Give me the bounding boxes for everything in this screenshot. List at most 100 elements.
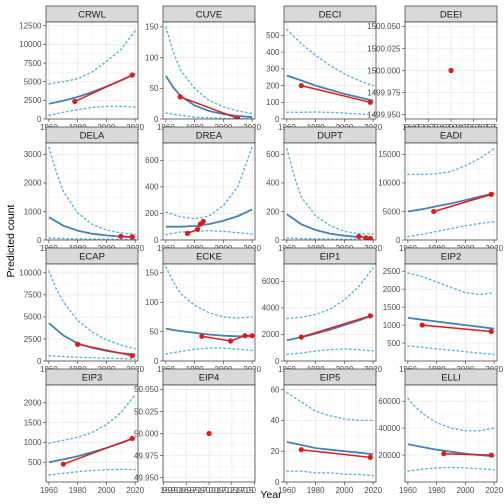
panel-border <box>404 384 498 483</box>
observed-line <box>180 96 239 119</box>
y-tick-label: 49.950 <box>134 473 159 482</box>
fitted-trend-line <box>165 208 253 228</box>
panel-border <box>283 384 377 483</box>
panel-border <box>162 142 256 241</box>
facet-strip-label: DECI <box>319 10 342 21</box>
observed-line <box>77 343 133 357</box>
x-tick-label: 2020 <box>126 486 144 495</box>
y-tick-label: 60000 <box>378 397 401 406</box>
y-tick-label: 0 <box>37 115 42 124</box>
x-tick-label: 2000 <box>456 486 474 495</box>
x-tick-label: 1980 <box>307 486 325 495</box>
fitted-trend-line <box>407 192 495 213</box>
observed-line <box>301 315 371 338</box>
observed-point <box>367 99 373 105</box>
y-tick-label: 100 <box>145 53 159 62</box>
y-tick-label: 40 <box>271 416 280 425</box>
plot-area <box>165 146 253 236</box>
y-tick-label: 10000 <box>19 40 42 49</box>
lower-interval-line <box>165 347 253 355</box>
observed-point <box>448 67 454 74</box>
y-tick-label: 0 <box>37 357 42 366</box>
panel-border <box>45 263 139 362</box>
panel-border <box>283 142 377 241</box>
observed-point <box>441 451 447 457</box>
plot-area <box>286 267 374 356</box>
y-tick-label: 1500 <box>383 303 401 312</box>
observed-point <box>367 313 373 319</box>
lower-interval-line <box>286 111 374 116</box>
observed-point <box>363 235 369 240</box>
observed-line <box>433 193 492 213</box>
y-tick-label: 600 <box>145 156 159 165</box>
facet-eip3: EIP3 500 1000 1500 2000 1960 1980 2000 2020 <box>24 368 145 495</box>
plot-area <box>448 67 454 74</box>
y-tick-label: 20000 <box>378 451 401 460</box>
y-tick-label: 49.975 <box>134 451 159 460</box>
observed-point <box>60 461 66 467</box>
plot-area <box>48 30 136 116</box>
plot-area <box>48 146 136 240</box>
observed-point <box>199 333 205 339</box>
facet-cuve: CUVE0501001501960198020002020 <box>145 5 262 132</box>
observed-point <box>129 234 135 240</box>
facet-strip-label: ECAP <box>79 252 105 263</box>
facet-eip5: EIP5 0 20 40 60 1960 1980 2000 2020 <box>271 368 383 495</box>
observed-line <box>301 84 371 104</box>
y-tick-label: 0 <box>275 357 280 366</box>
y-tick-label: 400 <box>266 179 280 188</box>
upper-interval-line <box>286 148 374 235</box>
observed-point <box>235 115 241 119</box>
y-tick-label: 200 <box>266 81 280 90</box>
facet-strip-label: ECKE <box>196 252 222 263</box>
x-tick-label: 2020 <box>364 486 382 495</box>
y-tick-label: 7500 <box>24 291 42 300</box>
y-axis-title: Predicted count <box>5 204 17 277</box>
observed-point <box>431 208 437 215</box>
observed-point <box>227 338 234 344</box>
observed-point <box>129 72 135 78</box>
y-tick-label: 0 <box>154 236 159 245</box>
observed-point <box>72 98 78 105</box>
y-tick-label: 100 <box>266 98 280 107</box>
facet-dela: DELA01000200030001960198020002020 <box>24 126 145 253</box>
y-tick-label: 1500.000 <box>367 66 401 75</box>
y-tick-label: 3000 <box>24 150 42 159</box>
lower-interval-line <box>48 468 136 476</box>
lower-interval-line <box>286 348 374 356</box>
observed-line <box>301 448 371 459</box>
plot-area <box>286 392 374 477</box>
x-tick-label: 2000 <box>335 486 353 495</box>
observed-line <box>74 74 133 103</box>
lower-interval-line <box>48 355 136 360</box>
y-tick-label: 0 <box>275 478 280 487</box>
y-tick-label: 400 <box>266 48 280 57</box>
observed-point <box>488 191 494 197</box>
fitted-trend-line <box>165 75 253 119</box>
facet-dupt: DUPT02004006001960198020002020 <box>266 126 383 253</box>
facet-deci: DECI01002003004005001960198020002020 <box>266 5 383 132</box>
observed-point <box>118 233 124 239</box>
observed-point <box>242 333 248 339</box>
y-tick-label: 100 <box>145 298 159 307</box>
upper-interval-line <box>48 146 136 235</box>
lower-interval-line <box>407 221 495 238</box>
x-tick-label: 1960 <box>399 486 417 495</box>
plot-area <box>48 270 136 360</box>
lower-interval-line <box>407 345 495 356</box>
observed-point <box>367 235 373 240</box>
x-axis-title: Year <box>260 489 282 501</box>
observed-point <box>488 452 494 458</box>
panel-border <box>162 263 256 362</box>
upper-interval-line <box>286 392 374 422</box>
panel-border <box>404 263 498 362</box>
y-tick-label: 1499.950 <box>367 110 401 119</box>
y-tick-label: 500 <box>266 31 280 40</box>
facet-eip2: EIP250010001500200025001960198020002020 <box>383 247 504 374</box>
y-tick-label: 0 <box>154 115 159 124</box>
observed-point <box>298 82 304 89</box>
y-tick-label: 150 <box>145 23 159 32</box>
y-tick-label: 2000 <box>262 330 280 339</box>
facet-deei: DEEI 1499.950 1499.975 1500.000 1500.025 1500… <box>367 5 499 132</box>
y-tick-label: 5000 <box>24 77 42 86</box>
